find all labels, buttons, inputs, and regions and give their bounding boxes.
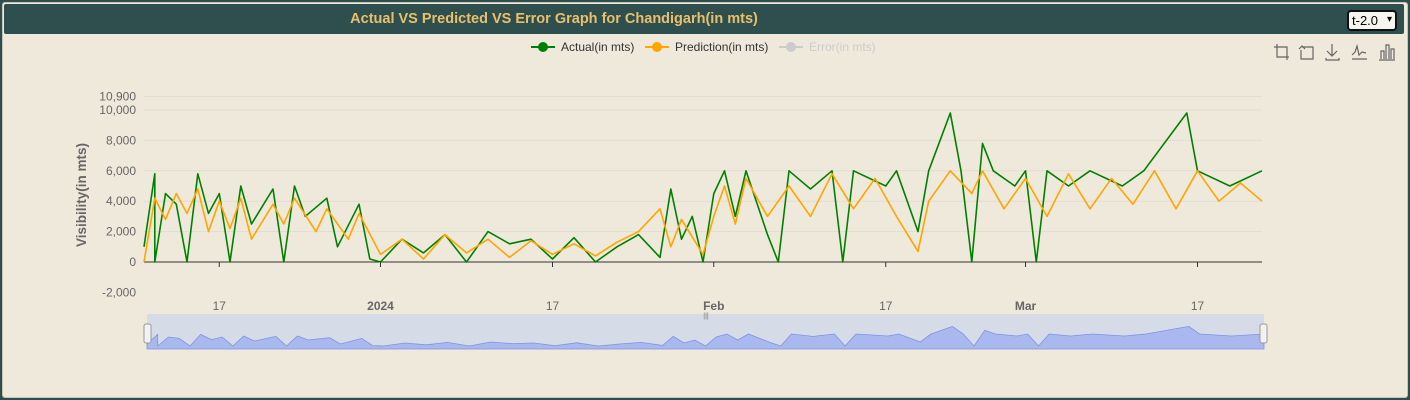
x-axis: 17 2024 17 Feb 17 Mar 17 <box>213 262 1205 313</box>
navigator-series <box>146 325 1265 350</box>
series-line-actual <box>143 112 1263 263</box>
legend-label-prediction: Prediction(in mts) <box>675 40 768 54</box>
y-axis-label: Visibility(in mts) <box>74 143 89 247</box>
y-tick-label: 2,000 <box>106 225 136 239</box>
y-tick-label: 10,000 <box>99 103 136 117</box>
undo-zoom-icon[interactable] <box>1298 45 1314 60</box>
x-tick-label: 17 <box>1191 299 1205 313</box>
x-tick-label: 17 <box>546 299 560 313</box>
legend: Actual(in mts) Prediction(in mts) Error(… <box>531 40 876 54</box>
y-tick-label: 4,000 <box>106 194 136 208</box>
horizon-select[interactable]: t-2.0 ▾ <box>1347 10 1397 31</box>
y-tick-label: 0 <box>129 255 136 269</box>
chart-title: Actual VS Predicted VS Error Graph for C… <box>350 11 758 27</box>
grid <box>144 95 1262 263</box>
y-tick-label: 6,000 <box>106 164 136 178</box>
bar-chart-icon[interactable] <box>1379 44 1395 61</box>
y-tick-label: -2,000 <box>102 285 136 299</box>
legend-item-error[interactable]: Error(in mts) <box>779 40 876 54</box>
chevron-down-icon: ▾ <box>1386 14 1392 25</box>
title-bar: Actual VS Predicted VS Error Graph for C… <box>4 4 1404 34</box>
y-tick-label: 10,900 <box>99 89 136 103</box>
x-tick-label: 2024 <box>367 299 394 313</box>
x-tick-label: 17 <box>213 299 227 313</box>
navigator-handle-right[interactable] <box>1259 323 1268 344</box>
crop-icon[interactable] <box>1274 44 1289 60</box>
line-chart-icon[interactable] <box>1351 43 1367 60</box>
navigator-handle-left[interactable] <box>143 323 152 344</box>
toolbar <box>1274 43 1395 61</box>
x-tick-label: Feb <box>703 299 724 313</box>
horizon-select-value: t-2.0 <box>1352 13 1379 28</box>
legend-item-prediction[interactable]: Prediction(in mts) <box>645 40 768 54</box>
x-tick-label: 17 <box>879 299 893 313</box>
x-tick-label: Mar <box>1015 299 1037 313</box>
download-icon[interactable] <box>1325 44 1340 61</box>
series-group <box>143 112 1263 263</box>
navigator[interactable]: ||| <box>143 313 1268 350</box>
series-line-prediction <box>143 170 1263 263</box>
legend-label-actual: Actual(in mts) <box>561 40 634 54</box>
y-tick-label: 8,000 <box>106 133 136 147</box>
legend-item-actual[interactable]: Actual(in mts) <box>531 40 634 54</box>
legend-label-error: Error(in mts) <box>809 40 876 54</box>
navigator-grip-icon[interactable]: ||| <box>703 313 709 320</box>
